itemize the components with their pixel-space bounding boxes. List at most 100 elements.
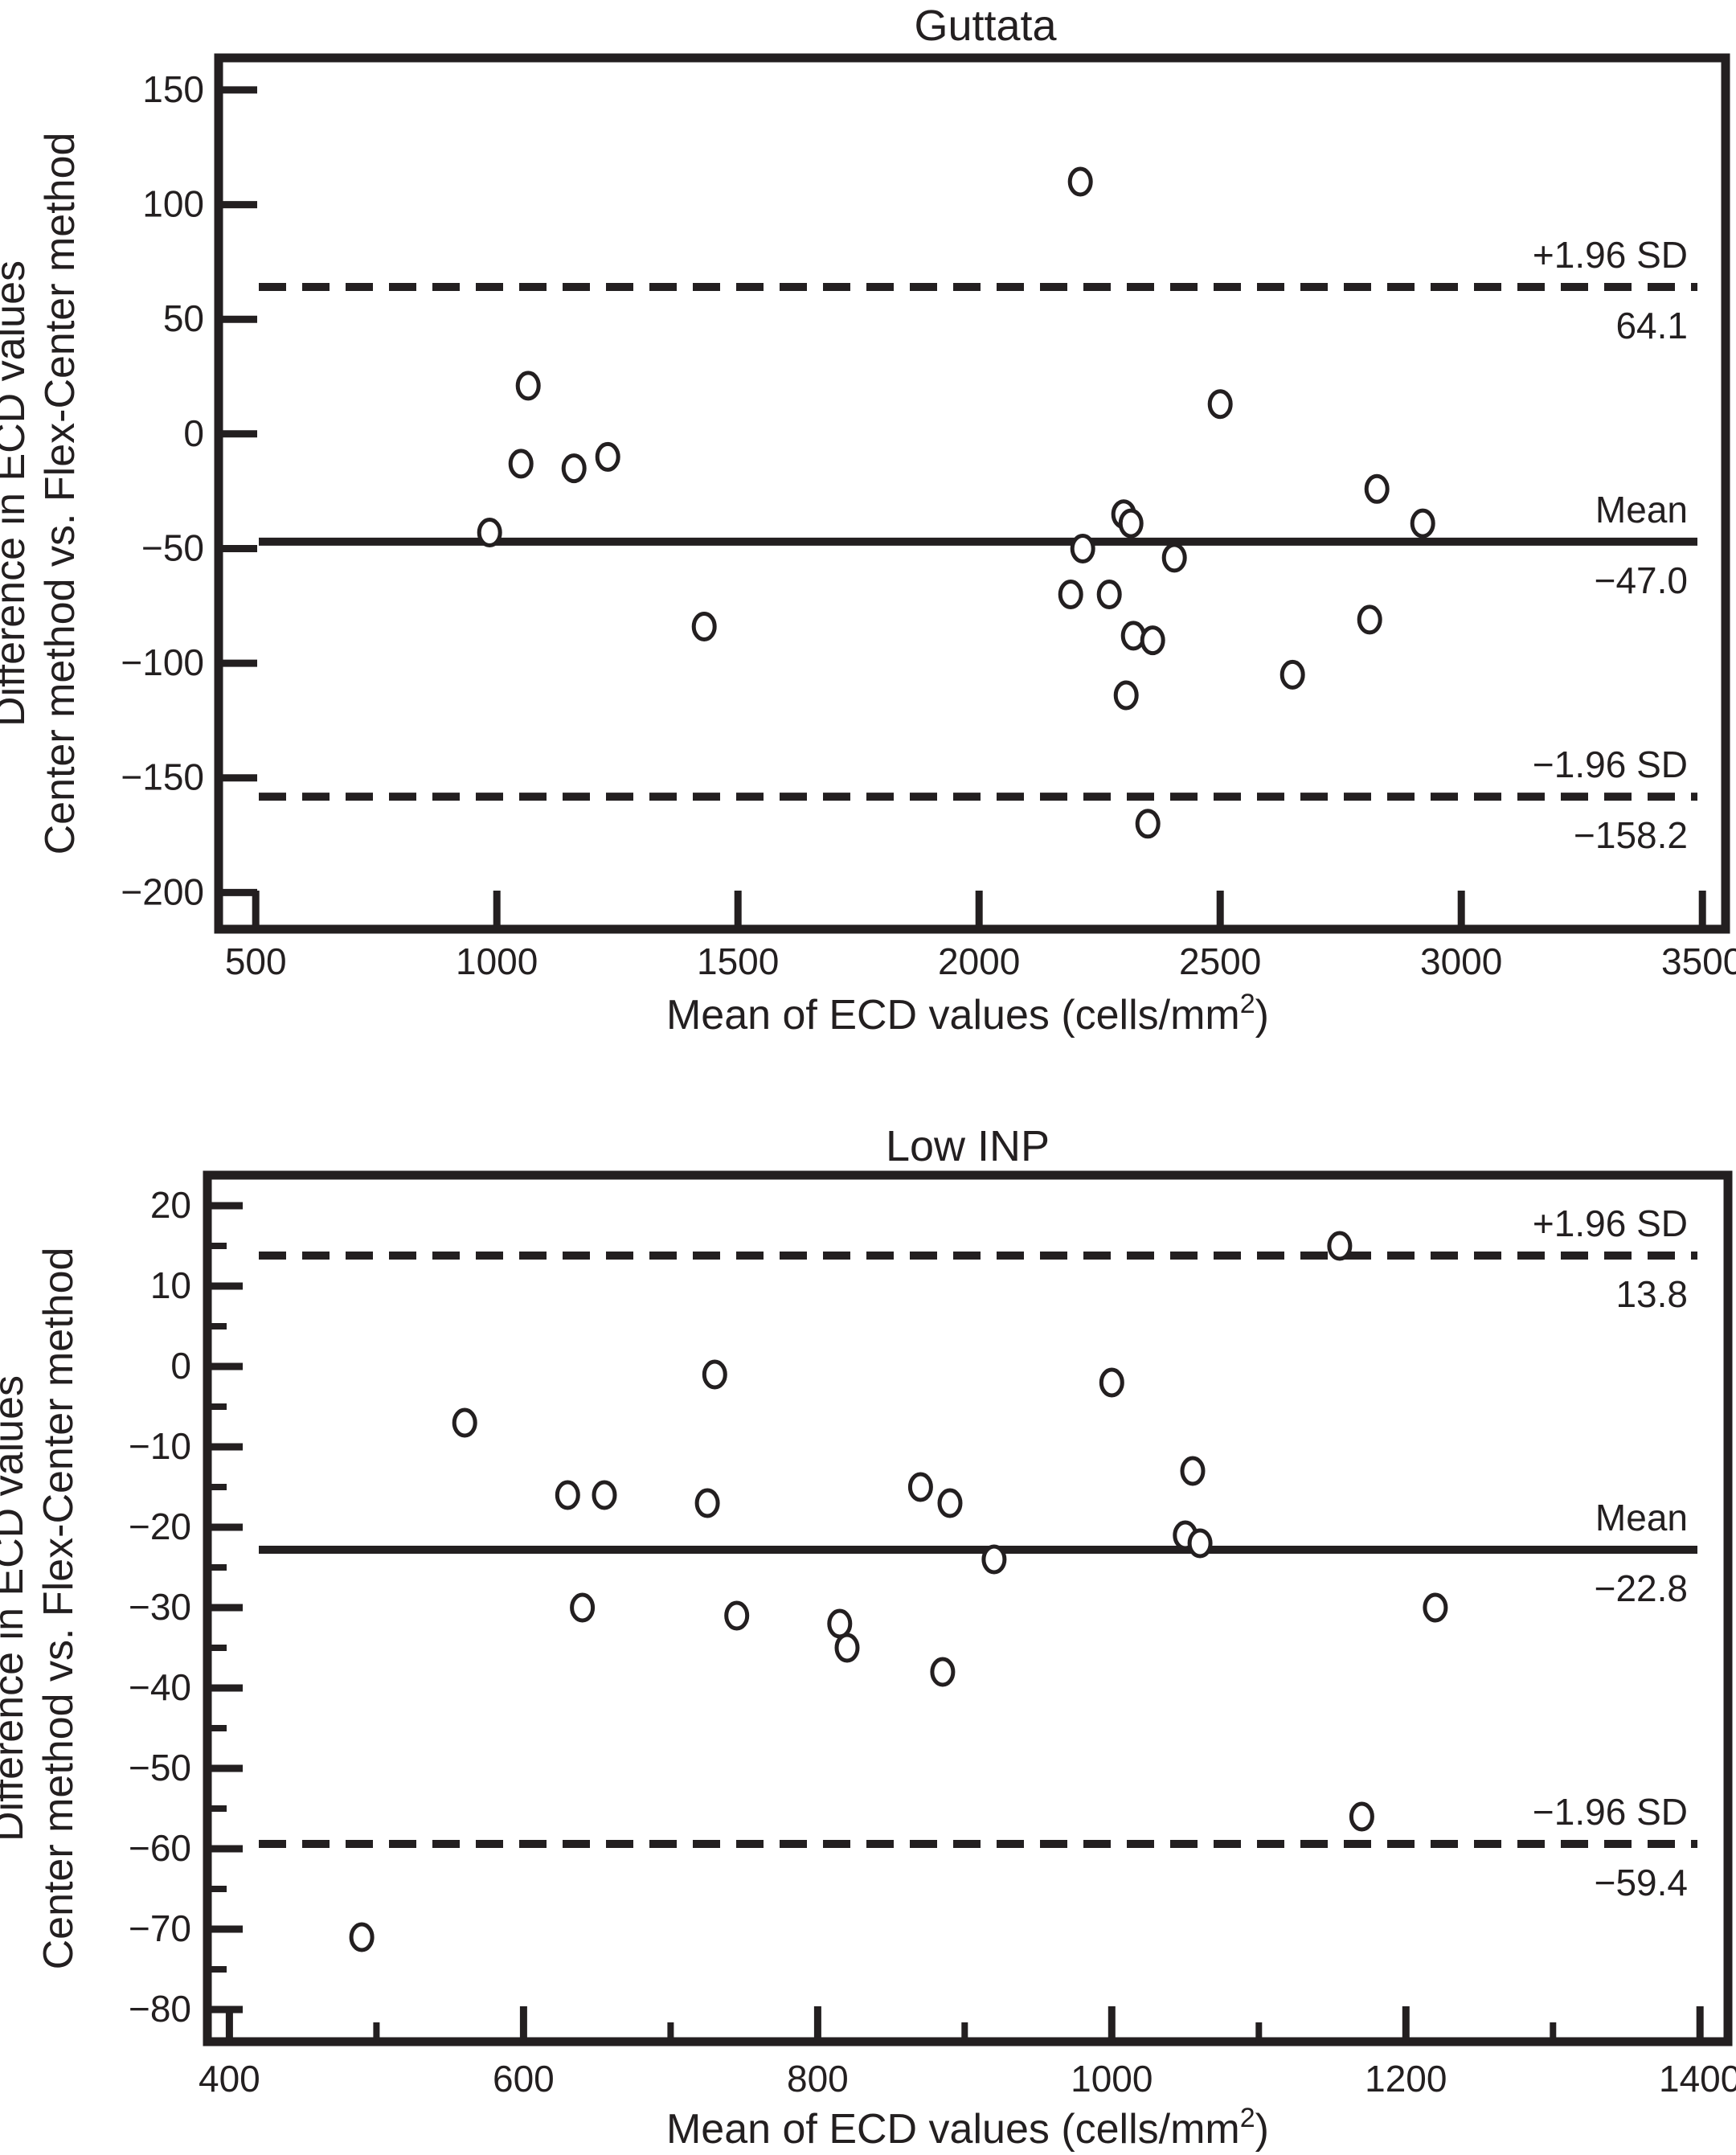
low-inp-bland-altman-plot: Low INP 400 600 800 1000 1200 1400 20 10 0 −10 −20 −… bbox=[0, 1122, 1736, 2153]
x-axis-title: Mean of ECD values (cells/mm2) bbox=[666, 2103, 1269, 2153]
y-axis-tick-label: −50 bbox=[129, 1747, 191, 1788]
y-axis-tick-label: 0 bbox=[170, 1345, 191, 1387]
data-point bbox=[1180, 1456, 1206, 1486]
y-axis-tick-label: −80 bbox=[129, 1988, 191, 2030]
data-point bbox=[1140, 625, 1165, 656]
plot-border bbox=[214, 53, 1730, 934]
x-axis-tick-label: 2500 bbox=[1179, 940, 1261, 982]
lower-loa-line-value-label: −59.4 bbox=[1595, 1862, 1688, 1903]
mean-line-label: Mean bbox=[1595, 489, 1688, 531]
x-axis-title: Mean of ECD values (cells/mm2) bbox=[666, 989, 1269, 1039]
x-axis-tick-label: 600 bbox=[493, 2058, 555, 2100]
y-axis-title-line2: Center method vs. Flex-Center method bbox=[37, 133, 84, 855]
data-point bbox=[1120, 621, 1146, 651]
data-point bbox=[834, 1633, 860, 1663]
chart-title: Guttata bbox=[914, 2, 1057, 50]
data-point bbox=[570, 1592, 596, 1623]
data-point bbox=[1096, 580, 1122, 609]
y-axis-tick-label: −70 bbox=[129, 1907, 191, 1949]
data-point bbox=[702, 1359, 727, 1390]
mean-line-value-label: −22.8 bbox=[1595, 1567, 1688, 1609]
data-point bbox=[694, 1488, 720, 1518]
data-point bbox=[515, 371, 541, 401]
y-axis-title-line2: Center method vs. Flex-Center method bbox=[35, 1248, 82, 1970]
data-point bbox=[555, 1480, 580, 1510]
x-axis-tick-label: 3000 bbox=[1420, 940, 1502, 982]
lower-loa-line-value-label: −158.2 bbox=[1574, 814, 1688, 856]
data-point bbox=[1410, 508, 1435, 539]
y-axis-tick-label: −50 bbox=[141, 527, 204, 569]
y-axis-tick-label: 0 bbox=[183, 412, 204, 454]
data-point bbox=[1349, 1801, 1374, 1832]
mean-line-value-label: −47.0 bbox=[1595, 559, 1688, 601]
y-axis-tick-label: −30 bbox=[129, 1586, 191, 1628]
data-point bbox=[1187, 1528, 1213, 1559]
data-point bbox=[1058, 580, 1083, 609]
data-point bbox=[724, 1600, 750, 1631]
y-axis-tick-label: 150 bbox=[142, 68, 204, 110]
upper-loa-line-label: +1.96 SD bbox=[1533, 234, 1688, 276]
data-point bbox=[1357, 604, 1382, 635]
data-point bbox=[1113, 680, 1139, 711]
data-point bbox=[1161, 543, 1187, 573]
data-point bbox=[1067, 166, 1093, 197]
y-axis-tick-label: −20 bbox=[129, 1506, 191, 1547]
y-axis-tick-label: −10 bbox=[129, 1425, 191, 1467]
y-axis-tick-label: −150 bbox=[121, 756, 204, 798]
data-point bbox=[907, 1472, 933, 1502]
data-point bbox=[1135, 809, 1161, 839]
data-point bbox=[1423, 1592, 1448, 1623]
x-axis-tick-label: 1000 bbox=[1071, 2058, 1153, 2100]
y-axis-tick-label: −200 bbox=[121, 871, 204, 912]
guttata-chart-panel: Guttata 500 1000 1500 2000 2500 3000 3500 150 100… bbox=[0, 0, 1736, 1077]
lower-loa-line-label: −1.96 SD bbox=[1533, 1791, 1688, 1833]
x-axis-tick-label: 3500 bbox=[1661, 940, 1736, 982]
data-point bbox=[508, 449, 534, 479]
data-point bbox=[827, 1608, 853, 1639]
data-point bbox=[691, 612, 717, 641]
x-axis-tick-label: 1500 bbox=[697, 940, 779, 982]
data-point bbox=[477, 518, 502, 547]
data-point bbox=[1364, 473, 1390, 504]
y-axis-title-line1: Difference in ECD values bbox=[0, 1375, 32, 1842]
upper-loa-line-label: +1.96 SD bbox=[1533, 1202, 1688, 1244]
upper-loa-line-value-label: 13.8 bbox=[1615, 1273, 1688, 1315]
plot-border bbox=[203, 1170, 1733, 2046]
x-axis-tick-label: 1200 bbox=[1365, 2058, 1447, 2100]
upper-loa-line-value-label: 64.1 bbox=[1615, 305, 1688, 346]
x-axis-tick-label: 400 bbox=[199, 2058, 260, 2100]
x-axis-tick-label: 500 bbox=[225, 940, 287, 982]
data-point bbox=[592, 1480, 617, 1510]
data-point bbox=[1207, 389, 1233, 420]
y-axis-tick-label: −60 bbox=[129, 1827, 191, 1869]
data-point bbox=[981, 1544, 1007, 1575]
data-point bbox=[452, 1407, 477, 1438]
y-axis-tick-label: 20 bbox=[150, 1184, 191, 1226]
mean-line-label: Mean bbox=[1595, 1497, 1688, 1538]
data-point bbox=[930, 1657, 956, 1687]
data-point bbox=[1099, 1367, 1124, 1398]
data-point bbox=[1279, 659, 1305, 690]
data-point bbox=[349, 1922, 375, 1952]
y-axis-tick-label: 50 bbox=[163, 297, 204, 339]
data-point bbox=[595, 441, 620, 472]
data-point bbox=[561, 453, 587, 484]
x-axis-tick-label: 1000 bbox=[456, 940, 538, 982]
x-axis-tick-label: 1400 bbox=[1659, 2058, 1736, 2100]
low-inp-chart-panel: Low INP 400 600 800 1000 1200 1400 20 10 0 −10 −20 −… bbox=[0, 1077, 1736, 2155]
lower-loa-line-label: −1.96 SD bbox=[1533, 744, 1688, 785]
y-axis-tick-label: −100 bbox=[121, 641, 204, 683]
y-axis-tick-label: 10 bbox=[150, 1264, 191, 1306]
chart-title: Low INP bbox=[886, 1122, 1050, 1170]
y-axis-tick-label: −40 bbox=[129, 1666, 191, 1708]
x-axis-tick-label: 2000 bbox=[938, 940, 1020, 982]
data-point bbox=[937, 1488, 963, 1518]
x-axis-tick-label: 800 bbox=[787, 2058, 849, 2100]
y-axis-tick-label: 100 bbox=[142, 183, 204, 225]
data-point bbox=[1070, 534, 1095, 563]
y-axis-title-line1: Difference in ECD values bbox=[0, 260, 34, 727]
data-point bbox=[1327, 1231, 1353, 1261]
data-point bbox=[1118, 508, 1144, 539]
